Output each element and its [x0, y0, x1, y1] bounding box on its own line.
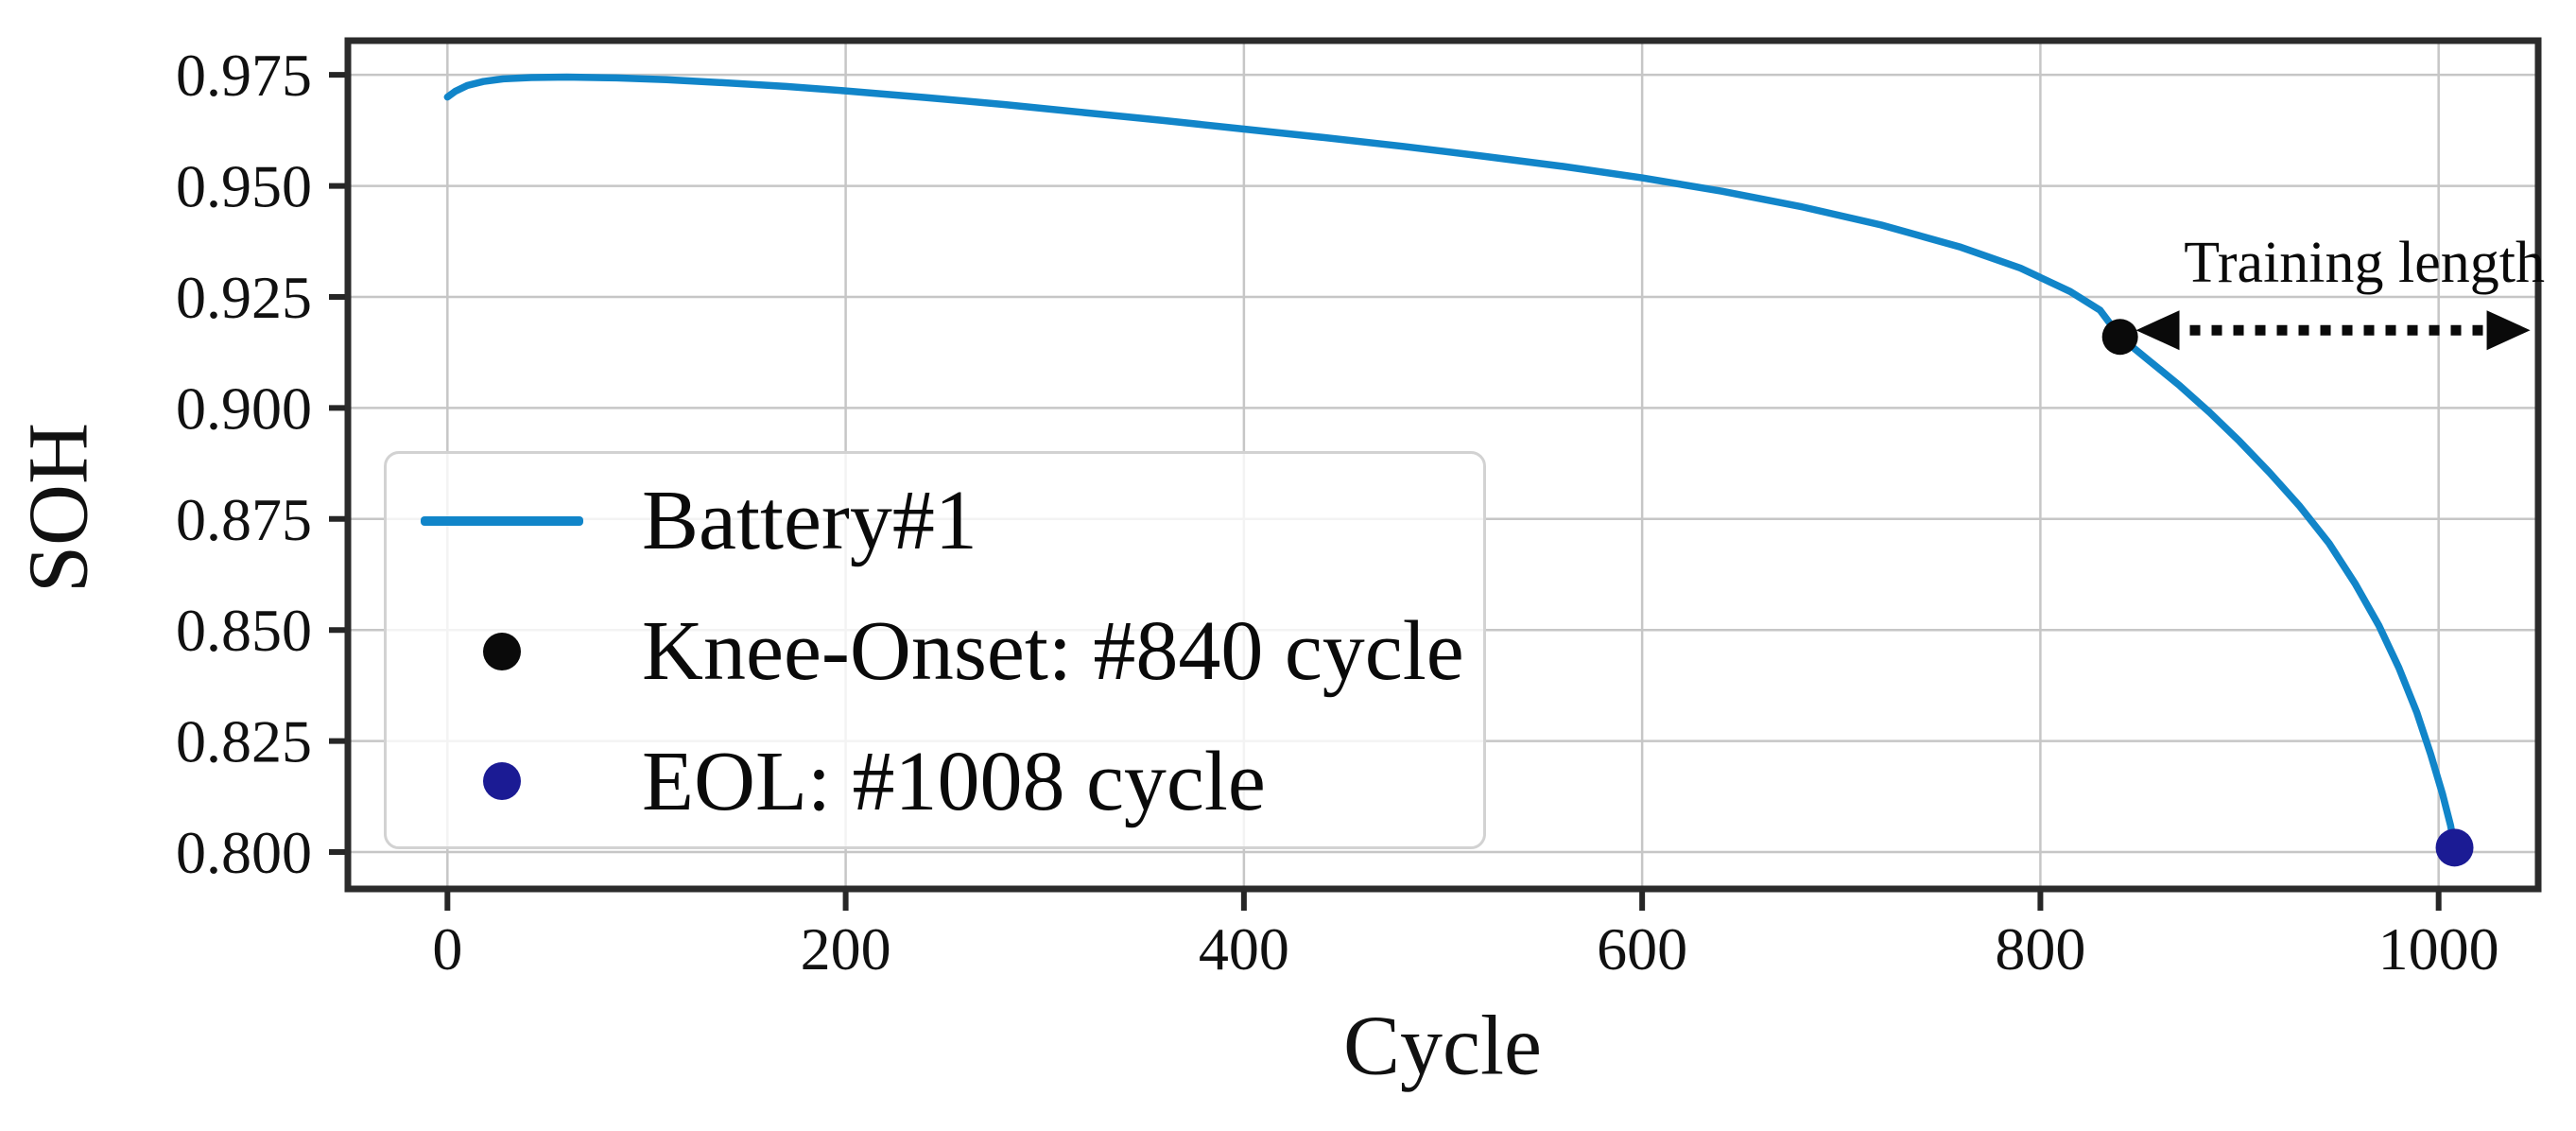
- y-axis-title: SOH: [11, 422, 106, 594]
- x-tick-label: 600: [1597, 915, 1687, 983]
- x-tick-label: 200: [801, 915, 891, 983]
- y-tick-label: 0.875: [176, 486, 312, 553]
- training-length-annotation: Training length: [2184, 231, 2545, 295]
- legend-item-knee-onset: Knee-Onset: #840 cycle: [417, 586, 1483, 717]
- y-tick-label: 0.850: [176, 597, 312, 664]
- arrowhead-left-icon: [2135, 310, 2180, 351]
- legend-marker-box: [417, 762, 587, 801]
- y-tick-label: 0.900: [176, 374, 312, 442]
- y-tick-label: 0.950: [176, 153, 312, 220]
- eol-dot-icon: [483, 762, 521, 801]
- y-tick-label: 0.975: [176, 42, 312, 109]
- arrowhead-right-icon: [2486, 310, 2531, 351]
- legend-label-battery1: Battery#1: [642, 474, 977, 568]
- x-tick-label: 400: [1199, 915, 1289, 983]
- legend-label-eol: EOL: #1008 cycle: [642, 734, 1266, 828]
- legend-box: Battery#1 Knee-Onset: #840 cycle EOL: #1…: [384, 451, 1486, 849]
- x-tick-label: 800: [1995, 915, 2085, 983]
- knee-onset-marker: [2101, 319, 2138, 356]
- knee-onset-dot-icon: [483, 632, 521, 670]
- y-tick-label: 0.825: [176, 708, 312, 775]
- legend-marker-box: [417, 632, 587, 670]
- x-tick-label: 1000: [2378, 915, 2499, 983]
- eol-marker: [2435, 828, 2474, 867]
- battery1-line-swatch-icon: [421, 515, 583, 526]
- x-tick-label: 0: [432, 915, 462, 983]
- legend-item-eol: EOL: #1008 cycle: [417, 716, 1483, 846]
- legend-label-knee-onset: Knee-Onset: #840 cycle: [642, 604, 1464, 698]
- y-tick-label: 0.925: [176, 264, 312, 331]
- y-tick-label: 0.800: [176, 819, 312, 886]
- axes-box: [344, 37, 2542, 893]
- legend-marker-box: [417, 515, 587, 526]
- battery1-curve: [443, 73, 2459, 852]
- legend-item-battery1: Battery#1: [417, 456, 1483, 586]
- x-axis-title: Cycle: [1343, 999, 1542, 1093]
